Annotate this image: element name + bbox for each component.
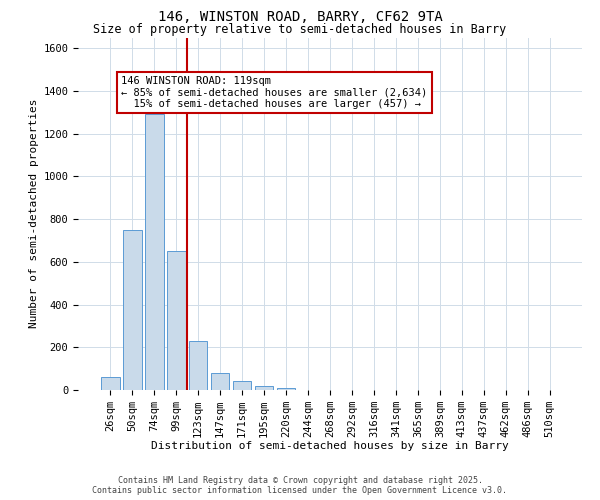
- Bar: [255, 386, 274, 390]
- Text: 146, WINSTON ROAD, BARRY, CF62 9TA: 146, WINSTON ROAD, BARRY, CF62 9TA: [158, 10, 442, 24]
- Bar: [123, 230, 142, 390]
- Bar: [145, 114, 164, 390]
- Bar: [233, 381, 251, 390]
- Bar: [167, 251, 185, 390]
- Bar: [189, 341, 208, 390]
- Bar: [277, 388, 295, 390]
- Bar: [101, 377, 119, 390]
- Bar: [211, 373, 229, 390]
- Text: Size of property relative to semi-detached houses in Barry: Size of property relative to semi-detach…: [94, 22, 506, 36]
- Y-axis label: Number of semi-detached properties: Number of semi-detached properties: [29, 99, 39, 328]
- X-axis label: Distribution of semi-detached houses by size in Barry: Distribution of semi-detached houses by …: [151, 442, 509, 452]
- Text: Contains HM Land Registry data © Crown copyright and database right 2025.
Contai: Contains HM Land Registry data © Crown c…: [92, 476, 508, 495]
- Text: 146 WINSTON ROAD: 119sqm
← 85% of semi-detached houses are smaller (2,634)
  15%: 146 WINSTON ROAD: 119sqm ← 85% of semi-d…: [121, 76, 427, 109]
